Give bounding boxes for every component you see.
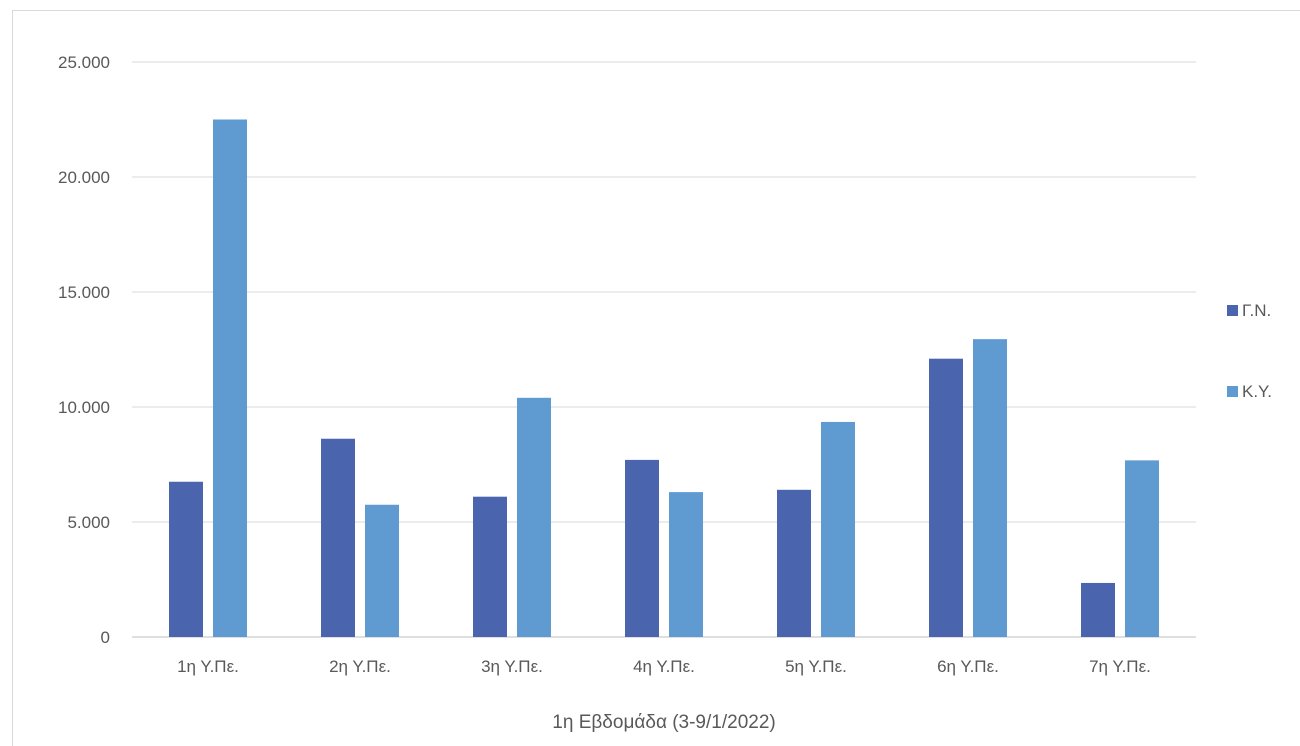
bar-ky-5 — [821, 421, 855, 637]
y-tick-label: 5.000 — [67, 513, 110, 532]
bar-ky-7 — [1125, 460, 1159, 637]
bar-gn-3 — [473, 496, 507, 637]
x-tick-label: 7η Υ.Πε. — [1089, 657, 1151, 676]
legend-swatch — [1227, 386, 1238, 397]
gridlines — [132, 61, 1196, 638]
bar-gn-4 — [625, 459, 659, 637]
legend-label: Κ.Υ. — [1242, 382, 1272, 401]
y-axis-ticks: 0 5.000 10.000 15.000 20.000 25.000 — [58, 53, 110, 647]
y-tick-label: 20.000 — [58, 168, 110, 187]
x-tick-label: 4η Υ.Πε. — [633, 657, 695, 676]
y-tick-label: 0 — [101, 628, 110, 647]
x-axis-label: 1η Εβδομάδα (3-9/1/2022) — [552, 712, 775, 733]
bar-gn-6 — [929, 358, 963, 637]
bar-ky-4 — [669, 492, 703, 637]
legend-label: Γ.Ν. — [1242, 301, 1271, 320]
x-axis-categories: 1η Υ.Πε. 2η Υ.Πε. 3η Υ.Πε. 4η Υ.Πε. 5η Υ.Πε.… — [177, 657, 1151, 676]
x-tick-label: 1η Υ.Πε. — [177, 657, 239, 676]
x-tick-label: 2η Υ.Πε. — [329, 657, 391, 676]
bar-gn-2 — [321, 438, 355, 637]
bar-ky-1 — [213, 119, 247, 637]
x-tick-label: 3η Υ.Πε. — [481, 657, 543, 676]
bar-gn-1 — [169, 481, 203, 637]
bar-gn-5 — [777, 489, 811, 637]
y-tick-label: 15.000 — [58, 283, 110, 302]
bars — [169, 119, 1159, 637]
y-tick-label: 10.000 — [58, 398, 110, 417]
legend-swatch — [1227, 305, 1238, 316]
x-tick-label: 5η Υ.Πε. — [785, 657, 847, 676]
legend: Γ.Ν. Κ.Υ. — [1227, 301, 1272, 401]
bar-gn-7 — [1081, 582, 1115, 637]
y-tick-label: 25.000 — [58, 53, 110, 72]
x-tick-label: 6η Υ.Πε. — [937, 657, 999, 676]
bar-ky-2 — [365, 504, 399, 637]
bar-ky-3 — [517, 397, 551, 637]
bar-ky-6 — [973, 339, 1007, 637]
